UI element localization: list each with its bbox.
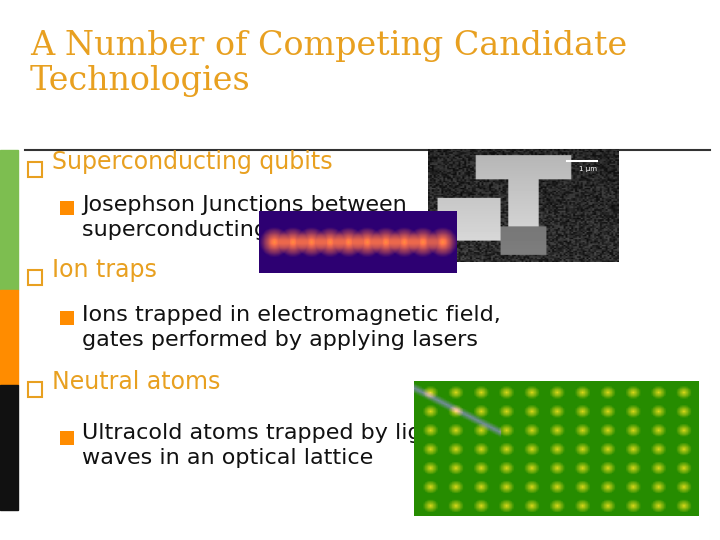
Text: gates performed by applying lasers: gates performed by applying lasers	[82, 330, 478, 350]
Text: Superconducting qubits: Superconducting qubits	[52, 150, 333, 174]
Text: Ion traps: Ion traps	[52, 258, 157, 282]
Bar	[60, 431, 74, 445]
Text: A Number of Competing Candidate: A Number of Competing Candidate	[30, 30, 627, 62]
Text: Neutral atoms: Neutral atoms	[52, 370, 220, 394]
Bar	[60, 311, 74, 325]
Bar	[0, 150, 18, 290]
Text: waves in an optical lattice: waves in an optical lattice	[82, 448, 373, 468]
Bar	[0, 290, 18, 385]
Text: Technologies: Technologies	[30, 65, 251, 97]
Bar	[28, 382, 42, 397]
Text: Ultracold atoms trapped by light: Ultracold atoms trapped by light	[82, 423, 444, 443]
Text: Ions trapped in electromagnetic field,: Ions trapped in electromagnetic field,	[82, 305, 500, 325]
Bar	[28, 270, 42, 285]
Text: superconducting electrodes: superconducting electrodes	[82, 220, 392, 240]
Bar	[0, 385, 18, 510]
Text: 1 μm: 1 μm	[580, 166, 598, 172]
Text: Josephson Junctions between: Josephson Junctions between	[82, 195, 407, 215]
Bar	[60, 201, 74, 215]
Bar	[28, 162, 42, 177]
